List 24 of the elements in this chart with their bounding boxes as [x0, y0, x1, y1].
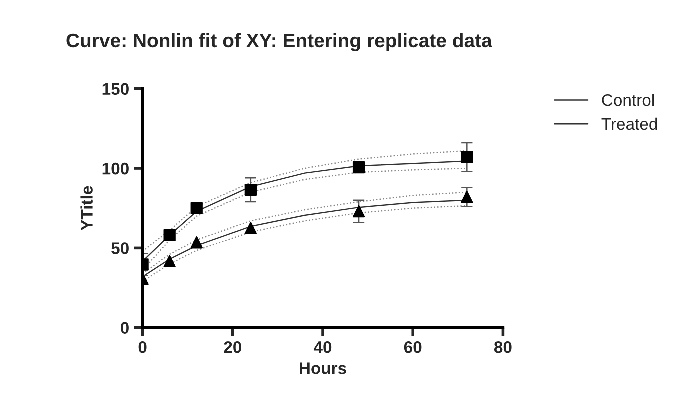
point	[244, 184, 257, 196]
y-tick-label: 50	[112, 242, 129, 254]
x-tick-label: 20	[224, 341, 242, 354]
point	[461, 191, 474, 204]
y-tick-label: 0	[120, 322, 129, 334]
y-axis-title: YTitle	[80, 186, 93, 231]
point	[164, 255, 176, 268]
point	[164, 229, 176, 242]
chart-title: Curve: Nonlin fit of XY: Entering replicate data	[66, 33, 492, 52]
legend-label: Control	[602, 94, 654, 106]
point	[190, 202, 203, 214]
x-tick-label: 40	[314, 341, 332, 354]
point	[461, 151, 474, 164]
point	[190, 236, 203, 249]
x-tick-label: 60	[404, 341, 422, 354]
point	[244, 222, 257, 234]
point	[352, 162, 366, 174]
y-tick-label: 100	[102, 162, 129, 175]
point	[352, 205, 366, 218]
x-tick-label: 0	[138, 341, 147, 354]
x-tick-label: 80	[494, 341, 512, 354]
y-tick-label: 150	[102, 83, 129, 96]
legend-label: Treated	[602, 118, 658, 130]
x-axis-title: Hours	[300, 362, 346, 374]
